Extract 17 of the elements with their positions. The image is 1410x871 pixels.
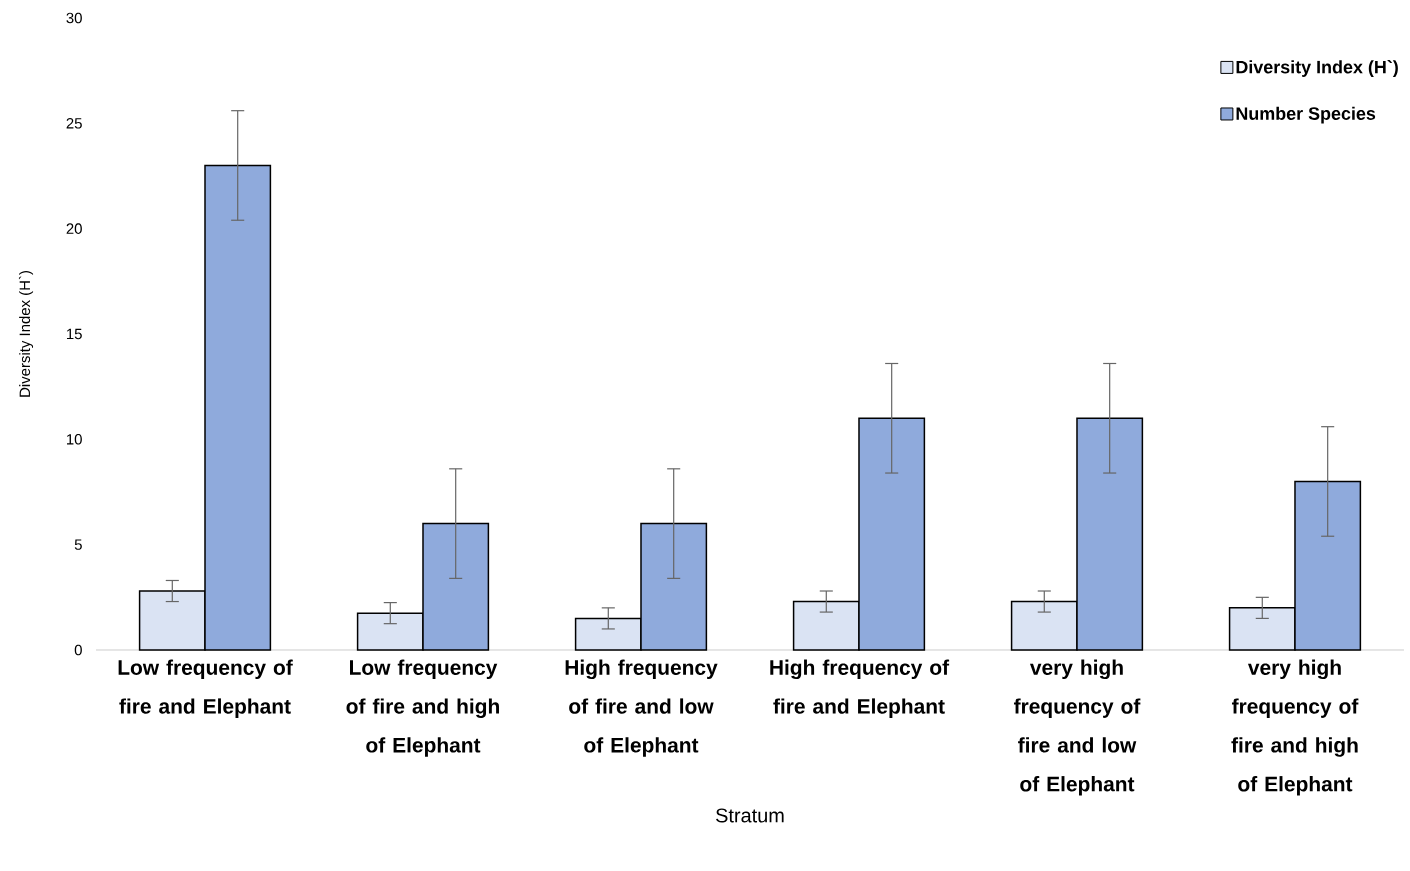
x-tick-label: Low frequency of fire and high of Elephant [346,659,499,757]
y-tick-label: 30 [66,12,82,24]
x-tick-label: High frequency of fire and Elephant [770,659,950,718]
x-tick-label: very high frequency of fire and low of Elephant [1013,659,1141,796]
x-axis-title: Stratum [716,808,784,823]
x-tick-label: Low frequency of fire and Elephant [118,659,293,718]
y-tick-label: 10 [67,434,82,445]
y-tick-label: 20 [66,223,82,234]
y-tick-label: 15 [67,328,82,340]
legend-label: Diversity Index (H`) [1236,60,1398,77]
y-tick-label: 25 [66,118,82,129]
x-tick-label: very high frequency of fire and high of Elephant [1231,659,1359,796]
y-axis-title: Diversity Index (H`) [18,271,34,397]
legend-label: Number Species [1236,106,1376,124]
x-tick-label: High frequency of fire and low of Elephant [565,659,718,757]
y-tick-label: 5 [74,539,82,550]
y-tick-label: 0 [74,644,82,656]
